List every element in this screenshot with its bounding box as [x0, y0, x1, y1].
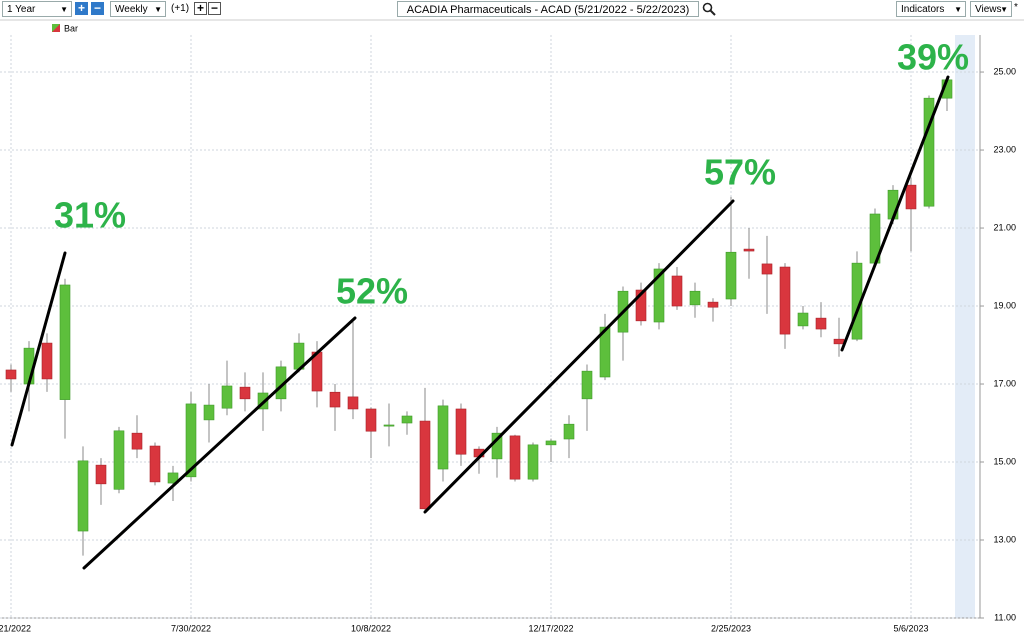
- trend-line: [82, 316, 357, 570]
- candle-body: [77, 460, 89, 532]
- candle-body: [833, 338, 845, 345]
- views-select[interactable]: Views ▼: [970, 1, 1012, 17]
- offset-text: (+1): [171, 3, 190, 14]
- chart-title: ACADIA Pharmaceuticals - ACAD (5/21/2022…: [406, 4, 690, 16]
- search-icon[interactable]: [702, 2, 716, 16]
- plot: [0, 35, 980, 619]
- zoom-out[interactable]: −: [91, 2, 104, 15]
- candle-body: [437, 405, 449, 470]
- candle-body: [725, 251, 737, 300]
- y-tick-label: 17.00: [993, 378, 1016, 388]
- candle-body: [221, 385, 233, 409]
- trend-line: [423, 199, 735, 514]
- candle-body: [653, 268, 665, 323]
- offset-plus[interactable]: +: [194, 2, 207, 15]
- trend-lines: [10, 75, 950, 570]
- candle-body: [383, 424, 395, 427]
- candle-body: [401, 415, 413, 424]
- legend-label: Bar: [64, 23, 78, 33]
- x-tick-label: 5/21/2022: [0, 623, 31, 633]
- candle-body: [347, 396, 359, 410]
- zoom-in[interactable]: +: [75, 2, 88, 15]
- candle-body: [41, 342, 53, 380]
- dropdown-arrow: ▼: [954, 5, 962, 14]
- indicators-text: Indicators: [901, 4, 945, 15]
- y-tick-label: 13.00: [993, 534, 1016, 544]
- annotation: 31%: [54, 195, 126, 236]
- candle-body: [545, 440, 557, 446]
- x-tick-label: 12/17/2022: [528, 623, 573, 633]
- candle-body: [671, 275, 683, 307]
- candle-body: [239, 386, 251, 400]
- candle-body: [113, 430, 125, 490]
- period-text: 1 Year: [7, 4, 36, 15]
- x-tick-label: 10/8/2022: [351, 623, 391, 633]
- candle-body: [761, 263, 773, 275]
- interval-text: Weekly: [115, 4, 148, 15]
- candle-body: [743, 248, 755, 252]
- candle-body: [509, 435, 521, 480]
- x-tick-label: 2/25/2023: [711, 623, 751, 633]
- candle-body: [365, 408, 377, 432]
- symbol-box[interactable]: ACADIA Pharmaceuticals - ACAD (5/21/2022…: [397, 1, 699, 17]
- candle-body: [455, 408, 467, 455]
- trend-line: [840, 75, 950, 352]
- candle-body: [689, 290, 701, 306]
- candle-body: [149, 445, 161, 483]
- y-tick-label: 23.00: [993, 144, 1016, 154]
- candle-body: [905, 184, 917, 210]
- candle-body: [707, 301, 719, 308]
- x-tick-label: 7/30/2022: [171, 623, 211, 633]
- candle-body: [923, 97, 935, 207]
- candle-body: [779, 266, 791, 335]
- interval-select[interactable]: Weekly ▼: [110, 1, 166, 17]
- candle-body: [5, 369, 17, 380]
- x-tick-label: 5/6/2023: [893, 623, 928, 633]
- candle-body: [95, 464, 107, 485]
- indicators-select[interactable]: Indicators ▼: [896, 1, 966, 17]
- candle-body: [329, 391, 341, 408]
- y-tick-label: 25.00: [993, 66, 1016, 76]
- candle-body: [167, 472, 179, 484]
- candle-body: [185, 403, 197, 478]
- offset-minus[interactable]: −: [208, 2, 221, 15]
- candle-body: [815, 317, 827, 330]
- y-tick-label: 11.00: [994, 612, 1016, 622]
- candle-body: [59, 284, 71, 400]
- y-tick-label: 15.00: [993, 456, 1016, 466]
- future-band: [955, 35, 975, 618]
- candle-body: [203, 404, 215, 421]
- legend-icon-part: [52, 24, 60, 32]
- trend-line: [10, 251, 67, 447]
- candle-body: [581, 370, 593, 400]
- dropdown-arrow: ▼: [60, 5, 68, 14]
- annotation: 52%: [336, 271, 408, 312]
- candle-body: [635, 289, 647, 322]
- star[interactable]: *: [1014, 2, 1018, 13]
- y-tick-label: 21.00: [993, 222, 1016, 232]
- candle-body: [563, 423, 575, 440]
- period-select[interactable]: 1 Year ▼: [2, 1, 72, 17]
- candle-body: [131, 432, 143, 450]
- views-text: Views: [975, 4, 1002, 15]
- annotation: 57%: [704, 152, 776, 193]
- candle-body: [797, 312, 809, 327]
- y-tick-label: 19.00: [993, 300, 1016, 310]
- candle-body: [527, 444, 539, 480]
- annotation: 39%: [897, 37, 969, 78]
- candle-body: [599, 326, 611, 378]
- dropdown-arrow: ▼: [1000, 5, 1008, 14]
- dropdown-arrow: ▼: [154, 5, 162, 14]
- candle-body: [419, 420, 431, 510]
